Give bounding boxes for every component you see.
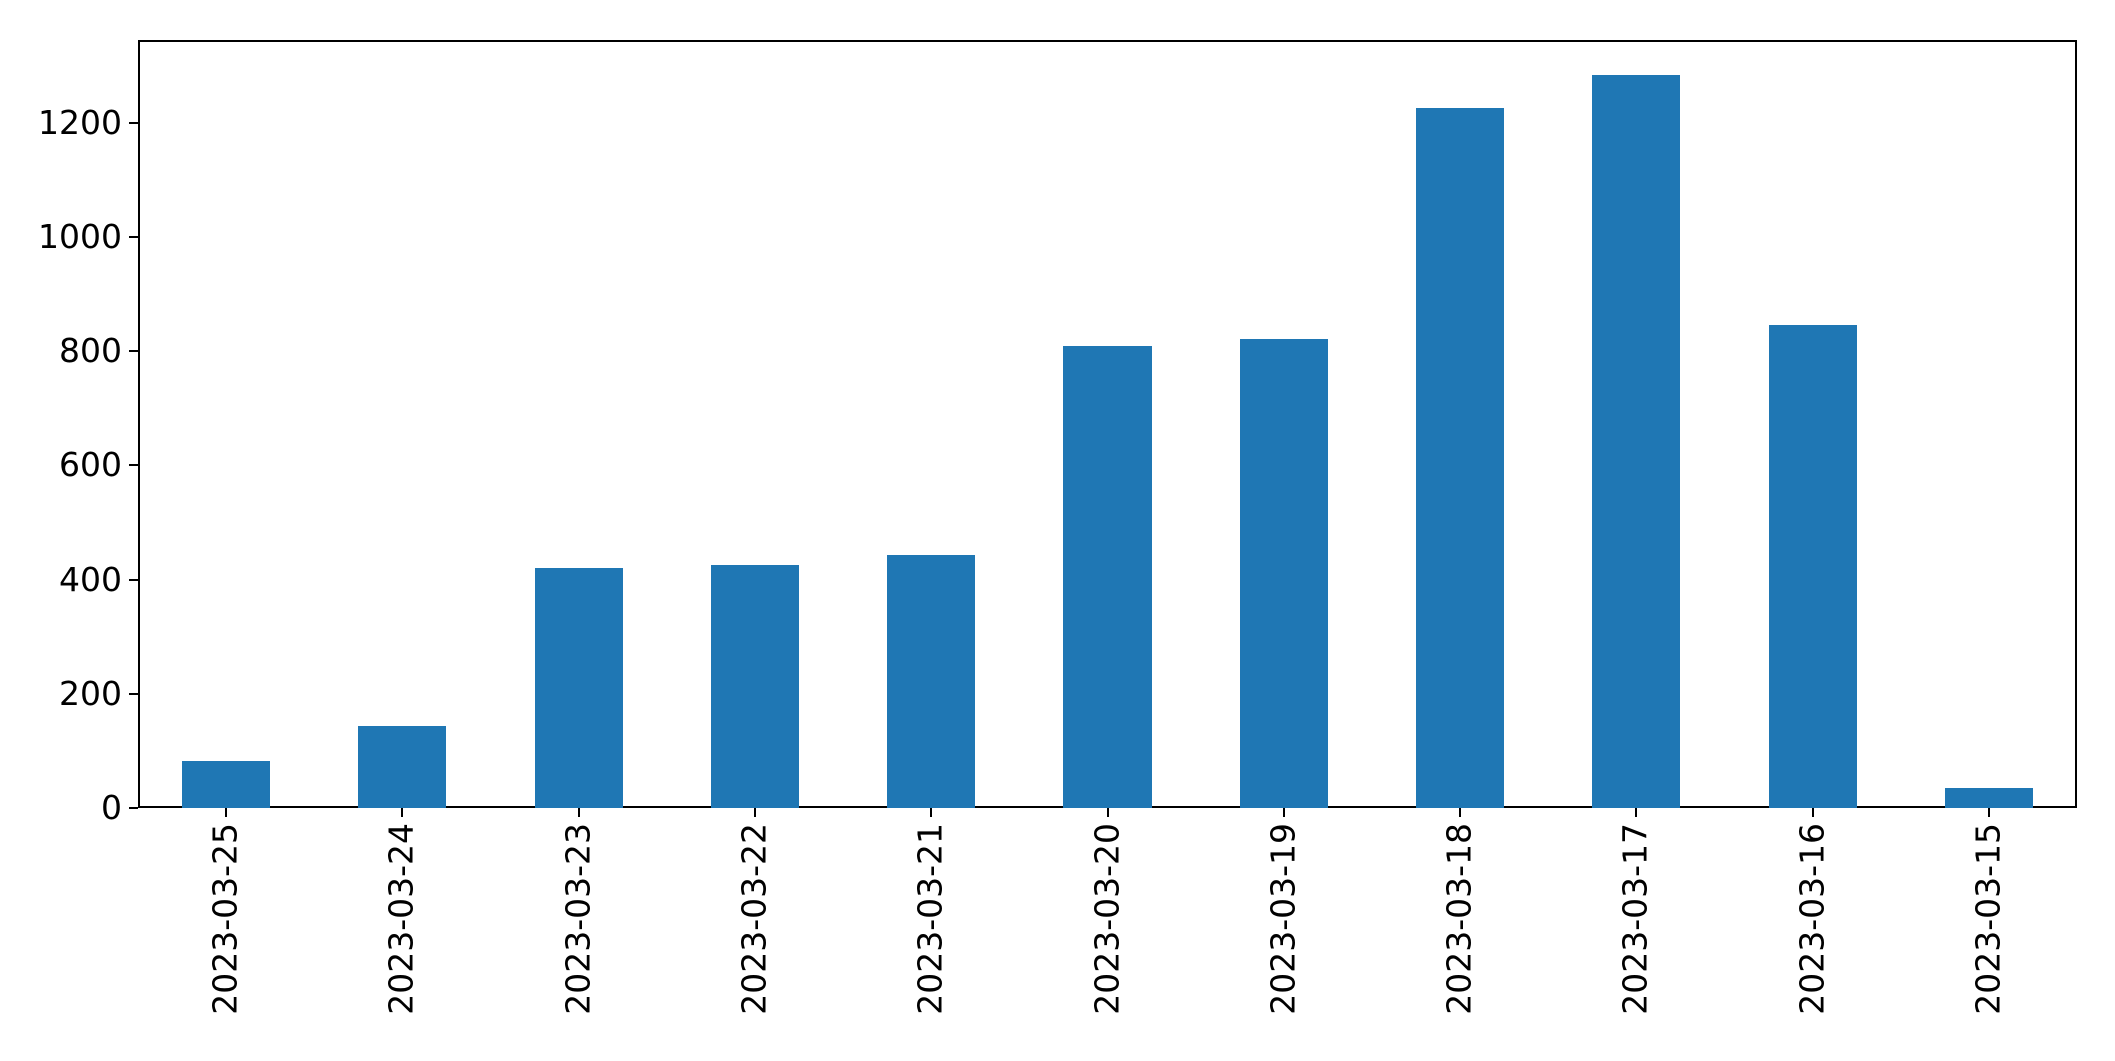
y-tick-label: 1200 bbox=[38, 102, 122, 142]
y-axis-tick bbox=[129, 692, 138, 695]
x-axis-tick bbox=[1811, 808, 1814, 817]
bar-2023-03-15 bbox=[1944, 788, 2033, 808]
bar-2023-03-22 bbox=[710, 564, 799, 808]
y-axis-tick bbox=[129, 121, 138, 124]
x-axis-tick bbox=[225, 808, 228, 817]
y-tick-label: 600 bbox=[59, 445, 122, 485]
bar-2023-03-24 bbox=[358, 725, 447, 808]
bar-2023-03-18 bbox=[1415, 107, 1505, 808]
x-tick-label: 2023-03-17 bbox=[1615, 823, 1655, 1015]
y-tick-label: 800 bbox=[59, 331, 122, 371]
x-tick-label: 2023-03-25 bbox=[205, 823, 245, 1015]
x-tick-label: 2023-03-20 bbox=[1087, 823, 1127, 1015]
x-axis-tick bbox=[401, 808, 404, 817]
x-axis-tick bbox=[1987, 808, 1990, 817]
x-axis-tick bbox=[1106, 808, 1109, 817]
y-tick-label: 200 bbox=[59, 673, 122, 713]
bar-2023-03-21 bbox=[887, 555, 976, 808]
x-axis-tick bbox=[753, 808, 756, 817]
x-axis-tick bbox=[1459, 808, 1462, 817]
x-tick-label: 2023-03-24 bbox=[382, 823, 422, 1015]
bar-2023-03-23 bbox=[534, 568, 623, 808]
y-tick-label: 0 bbox=[101, 788, 122, 827]
y-axis-tick bbox=[129, 235, 138, 238]
x-axis-tick bbox=[1282, 808, 1285, 817]
y-axis-tick bbox=[129, 807, 138, 809]
x-tick-label: 2023-03-15 bbox=[1968, 823, 2008, 1015]
y-axis-tick bbox=[129, 350, 138, 353]
x-tick-label: 2023-03-19 bbox=[1263, 823, 1303, 1015]
x-axis-tick bbox=[577, 808, 580, 817]
x-tick-label: 2023-03-23 bbox=[558, 823, 598, 1015]
x-axis-tick bbox=[930, 808, 933, 817]
x-axis-tick bbox=[1635, 808, 1638, 817]
y-axis-tick bbox=[129, 464, 138, 467]
y-axis-tick bbox=[129, 578, 138, 581]
x-tick-label: 2023-03-22 bbox=[734, 823, 774, 1015]
bar-2023-03-19 bbox=[1239, 338, 1328, 808]
bar-2023-03-16 bbox=[1768, 324, 1857, 808]
y-tick-label: 1000 bbox=[38, 216, 122, 256]
bar-2023-03-25 bbox=[182, 761, 271, 808]
x-tick-label: 2023-03-16 bbox=[1792, 823, 1832, 1015]
x-tick-label: 2023-03-18 bbox=[1439, 823, 1479, 1015]
bar-2023-03-20 bbox=[1063, 346, 1152, 808]
bar-2023-03-17 bbox=[1592, 74, 1681, 808]
x-tick-label: 2023-03-21 bbox=[910, 823, 950, 1015]
y-tick-label: 400 bbox=[59, 559, 122, 599]
